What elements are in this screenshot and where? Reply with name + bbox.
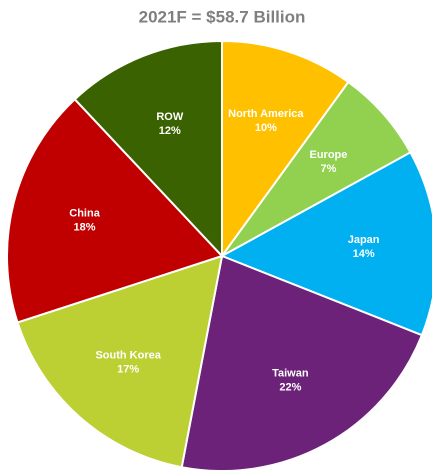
slice-label: Taiwan	[272, 367, 309, 379]
slice-label: South Korea	[95, 349, 161, 361]
slice-label: China	[69, 208, 100, 220]
pie-slice	[73, 39, 223, 259]
slice-label: ROW	[156, 111, 184, 123]
pie-slice	[219, 151, 432, 337]
pie-slice	[16, 254, 224, 469]
pie-slice	[221, 39, 350, 260]
chart-title: 2021F = $58.7 Billion	[139, 7, 306, 26]
slice-label: North America	[228, 108, 304, 120]
slice-value-label: 14%	[353, 248, 375, 260]
slice-label: Europe	[309, 149, 347, 161]
slice-value-label: 12%	[159, 125, 181, 137]
pie-slice	[6, 97, 224, 324]
pie-slice	[180, 254, 424, 470]
slice-value-label: 18%	[74, 222, 96, 234]
slice-value-label: 7%	[320, 163, 336, 175]
slice-value-label: 17%	[117, 363, 139, 375]
slice-label: Japan	[348, 234, 380, 246]
slice-value-label: 22%	[279, 381, 301, 393]
slice-value-label: 10%	[255, 122, 277, 134]
